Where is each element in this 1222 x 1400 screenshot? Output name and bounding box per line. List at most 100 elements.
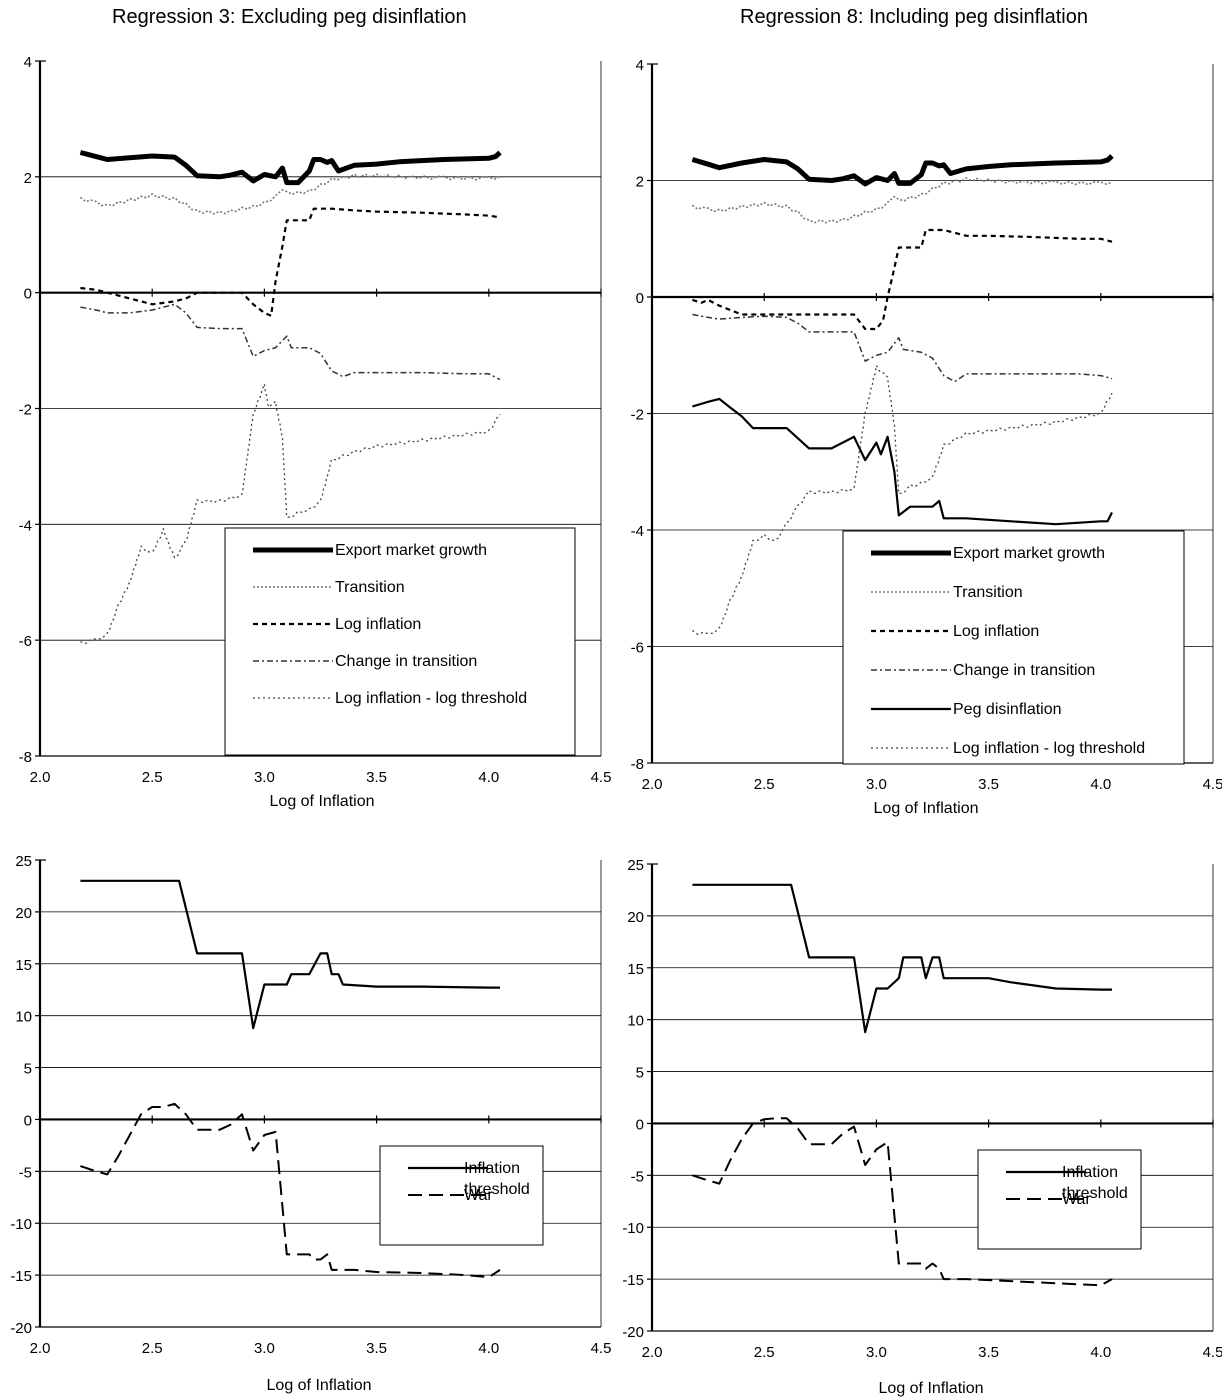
legend-label: Transition [335,579,405,596]
x-tick-label: 2.0 [642,776,663,793]
series-line-export-market-growth [79,150,502,186]
series-line-inflation-threshold [692,883,1112,1034]
y-tick-label: -6 [631,640,644,657]
legend-box [379,1145,544,1246]
series-line-change-in-transition [692,313,1113,383]
series-line-transition [79,173,501,215]
legend-label: Log inflation [953,623,1039,640]
legend-label: Change in transition [953,662,1095,679]
series-line-war [80,1102,501,1279]
y-tick-label: -8 [19,749,32,766]
y-tick-label: 5 [636,1065,644,1082]
x-tick-label: 3.0 [866,1344,887,1361]
x-tick-label: 3.5 [978,1344,999,1361]
x-axis-label: Log of Inflation [270,793,375,810]
x-tick-label: 3.0 [254,1340,275,1357]
legend-box [977,1149,1142,1250]
x-tick-label: 4.0 [478,1340,499,1357]
x-tick-label: 2.0 [30,769,51,786]
y-tick-label: 10 [627,1013,644,1030]
x-tick-label: 4.5 [591,769,612,786]
x-axis-label: Log of Inflation [267,1377,372,1394]
x-tick-label: 4.5 [1203,776,1222,793]
y-tick-label: -20 [10,1320,32,1337]
legend-label: War [464,1187,493,1204]
x-tick-label: 2.0 [30,1340,51,1357]
x-tick-label: 4.0 [478,769,499,786]
legend-label: Inflation threshold [1062,1164,1128,1202]
x-axis-label: Log of Inflation [879,1380,984,1397]
series-line-log-inflation-log-threshold [692,364,1113,635]
x-tick-label: 2.5 [754,1344,775,1361]
x-tick-label: 2.0 [642,1344,663,1361]
x-tick-label: 4.0 [1090,1344,1111,1361]
y-tick-label: 4 [24,54,32,71]
y-tick-label: -20 [622,1324,644,1341]
x-tick-label: 3.5 [978,776,999,793]
x-tick-label: 2.5 [142,769,163,786]
y-tick-label: 15 [627,961,644,978]
series-line-inflation-threshold [80,879,500,1030]
y-tick-label: 2 [636,174,644,191]
y-tick-label: -6 [19,633,32,650]
x-tick-label: 4.5 [1203,1344,1222,1361]
x-tick-label: 3.0 [866,776,887,793]
y-tick-label: 0 [24,1112,32,1129]
y-tick-label: 25 [627,857,644,874]
legend-box [842,530,1185,765]
legend-label: Export market growth [953,545,1105,562]
y-tick-label: 20 [627,909,644,926]
legend-label: Inflation threshold [464,1160,530,1198]
y-tick-label: 2 [24,170,32,187]
legend-label: War [1062,1191,1091,1208]
legend-label: Change in transition [335,653,477,670]
series-line-peg-disinflation [692,397,1113,526]
series-line-change-in-transition [80,303,501,381]
left-panel-title: Regression 3: Excluding peg disinflation [112,6,467,28]
legend-label: Peg disinflation [953,701,1062,718]
x-tick-label: 2.5 [142,1340,163,1357]
y-tick-label: 10 [15,1009,32,1026]
y-tick-label: 0 [24,286,32,303]
series-line-log-inflation-log-threshold [80,383,501,645]
y-tick-label: 0 [636,1116,644,1133]
y-tick-label: -5 [19,1164,32,1181]
x-tick-label: 3.5 [366,1340,387,1357]
x-axis-label: Log of Inflation [874,800,979,817]
series-line-transition [691,177,1113,224]
y-tick-label: 0 [636,290,644,307]
y-tick-label: -2 [19,402,32,419]
x-tick-label: 4.5 [591,1340,612,1357]
legend-label: Transition [953,584,1023,601]
y-tick-label: 5 [24,1061,32,1078]
y-tick-label: -4 [19,517,32,534]
x-tick-label: 4.0 [1090,776,1111,793]
legend-label: Log inflation - log threshold [953,740,1145,757]
y-tick-label: -2 [631,407,644,424]
legend-label: Export market growth [335,542,487,559]
y-tick-label: -10 [10,1216,32,1233]
x-tick-label: 2.5 [754,776,775,793]
x-tick-label: 3.5 [366,769,387,786]
series-line-log-inflation [80,207,501,317]
y-tick-label: -15 [622,1272,644,1289]
legend-label: Log inflation [335,616,421,633]
series-line-war [692,1117,1113,1287]
series-line-export-market-growth [691,154,1114,187]
y-tick-label: -10 [622,1220,644,1237]
legend-label: Log inflation - log threshold [335,690,527,707]
y-tick-label: 20 [15,905,32,922]
y-tick-label: -5 [631,1168,644,1185]
y-tick-label: 15 [15,957,32,974]
x-tick-label: 3.0 [254,769,275,786]
y-tick-label: 25 [15,853,32,870]
y-tick-label: -4 [631,523,644,540]
y-tick-label: 4 [636,57,644,74]
legend-box [224,527,576,756]
right-panel-title: Regression 8: Including peg disinflation [740,6,1088,28]
